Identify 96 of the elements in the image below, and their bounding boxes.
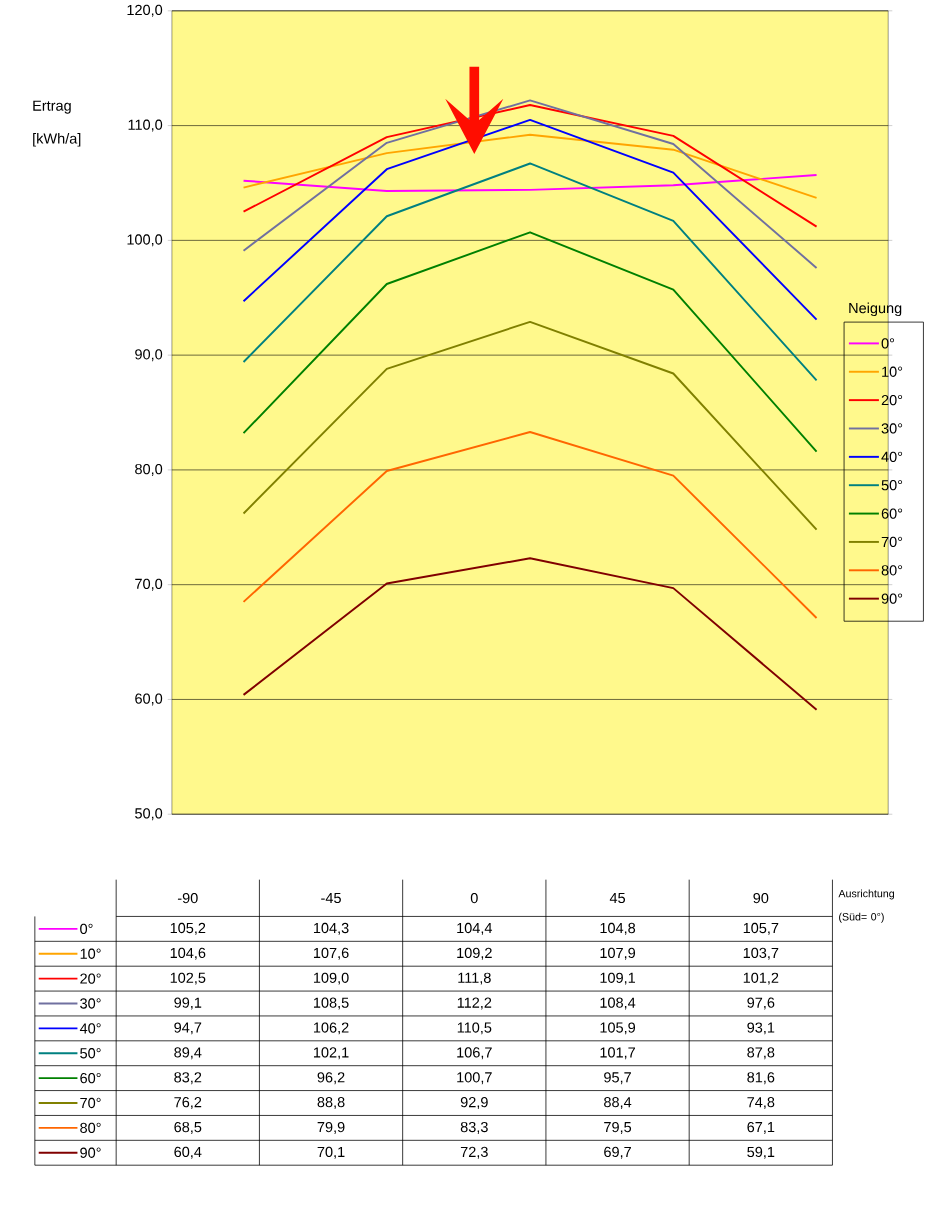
text: 40°: [79, 1023, 101, 1034]
text: 0°: [80, 923, 93, 935]
data-label: 79,9: [317, 1121, 345, 1134]
legend-label: 10°: [882, 366, 902, 377]
data-label: 104,3: [313, 922, 349, 935]
data-label: 103,7: [743, 947, 779, 960]
text: 20°: [80, 973, 101, 984]
y-tick-label: 50,0: [134, 808, 163, 821]
data-label: 105,9: [600, 1022, 635, 1035]
y-tick-label: 60,0: [135, 693, 163, 706]
data-label: 93,1: [747, 1022, 775, 1035]
data-label: 97,6: [747, 997, 775, 1010]
line-series: [242, 231, 818, 453]
text: 90°: [80, 1147, 101, 1158]
data-label: 67,1: [747, 1121, 775, 1134]
line-series: [242, 118, 818, 321]
data-label: 83,3: [460, 1121, 488, 1134]
legend-label: 30°: [881, 423, 902, 434]
data-label: 100,7: [457, 1072, 492, 1085]
line-series: [242, 99, 818, 269]
text: 60°: [80, 1072, 101, 1084]
data-label: 102,1: [313, 1047, 349, 1060]
x-tick-label: -90: [177, 892, 198, 904]
data-label: 109,2: [457, 947, 492, 960]
legend-label: 20°: [881, 394, 902, 406]
text: 30°: [79, 998, 101, 1009]
data-label: 87,8: [747, 1047, 775, 1060]
data-label: 95,7: [603, 1072, 631, 1085]
data-label: 68,5: [174, 1121, 202, 1134]
legend-label: 90°: [881, 593, 902, 604]
data-label: 81,6: [747, 1072, 775, 1085]
data-label: 104,4: [457, 922, 492, 935]
legend-label: 40°: [881, 451, 902, 462]
x-tick-label: 45: [609, 892, 625, 904]
text: 10°: [80, 948, 101, 959]
data-label: 104,8: [600, 922, 635, 935]
line-series: [242, 103, 818, 228]
data-label: 109,1: [600, 972, 635, 985]
data-label: 79,5: [604, 1121, 631, 1134]
data-label: 60,4: [174, 1146, 202, 1159]
legend-label: 0°: [881, 338, 894, 349]
line-series: [242, 173, 818, 192]
data-label: 102,5: [170, 972, 206, 985]
data-label: 106,2: [313, 1022, 349, 1035]
data-label: 105,2: [170, 922, 206, 935]
text: 50°: [80, 1048, 101, 1059]
x-tick-label: -45: [321, 892, 341, 904]
legend-label: 60°: [881, 508, 902, 519]
y-tick-label: 80,0: [135, 463, 163, 476]
y-tick-label: 70,0: [135, 578, 163, 591]
data-label: 108,5: [313, 997, 349, 1010]
text: Ertrag [kWh/a]: [33, 100, 81, 147]
data-label: 69,7: [604, 1146, 631, 1159]
data-label: 74,8: [747, 1097, 775, 1109]
data-label: 76,2: [174, 1097, 202, 1109]
legend-title: Neigung: [849, 302, 902, 317]
data-label: 83,2: [174, 1072, 202, 1085]
data-label: 94,7: [174, 1022, 202, 1035]
data-label: 99,1: [174, 997, 202, 1010]
data-label: 101,7: [600, 1047, 635, 1060]
data-label: 88,8: [317, 1097, 345, 1109]
x-tick-label: 90: [753, 892, 769, 904]
line-series: [242, 557, 818, 711]
y-tick-label: 100,0: [127, 234, 163, 247]
text: 80°: [80, 1122, 101, 1134]
data-label: 104,6: [170, 947, 206, 960]
data-label: 92,9: [460, 1097, 488, 1109]
text: 70°: [80, 1097, 101, 1109]
line-series: [242, 320, 818, 531]
data-label: 88,4: [603, 1097, 632, 1109]
data-label: 96,2: [317, 1072, 345, 1085]
line-series: [242, 162, 818, 382]
line-series: [242, 133, 818, 199]
data-label: 111,8: [458, 972, 491, 985]
data-label: 110,5: [457, 1022, 492, 1035]
data-label: 59,1: [747, 1146, 775, 1159]
data-label: 109,0: [313, 972, 349, 985]
legend-label: 80°: [881, 565, 902, 576]
data-label: 108,4: [600, 997, 636, 1010]
data-label: 89,4: [174, 1047, 202, 1060]
text: Ausrichtung (Süd= 0°): [838, 889, 894, 923]
y-tick-label: 120,0: [127, 4, 163, 17]
data-label: 101,2: [743, 972, 779, 985]
x-tick-label: 0: [470, 892, 478, 904]
data-label: 112,2: [457, 997, 492, 1010]
legend-label: 70°: [881, 536, 902, 548]
data-label: 106,7: [457, 1047, 492, 1060]
legend-label: 50°: [881, 480, 902, 491]
data-label: 107,9: [600, 947, 635, 960]
line-series: [242, 431, 818, 619]
y-tick-label: 110,0: [128, 119, 163, 132]
data-label: 70,1: [317, 1146, 345, 1159]
data-label: 105,7: [743, 922, 779, 935]
data-label: 72,3: [460, 1146, 488, 1159]
y-tick-label: 90,0: [135, 349, 163, 362]
data-label: 107,6: [313, 947, 349, 960]
